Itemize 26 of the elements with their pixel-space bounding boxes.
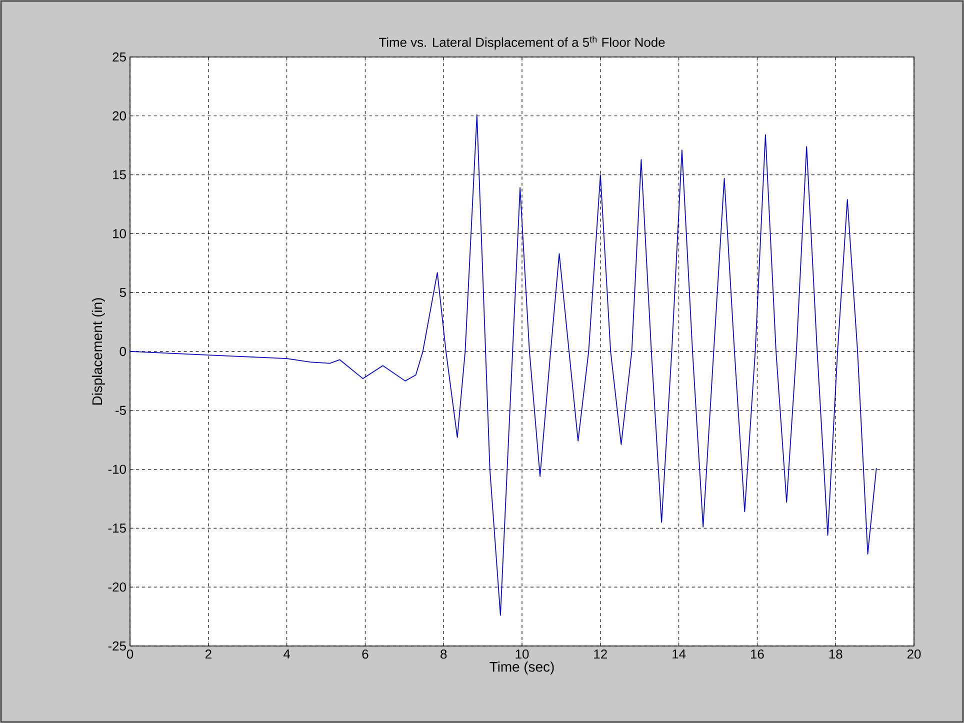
y-tick-label: -25	[108, 641, 126, 651]
line-series	[130, 114, 877, 616]
x-tick-label: 2	[205, 650, 212, 659]
y-tick-label: -20	[108, 582, 126, 592]
x-tick-label: 0	[126, 650, 134, 659]
x-tick-label: 14	[672, 650, 686, 658]
x-tick-label: 4	[284, 650, 290, 658]
x-tick-label: 12	[594, 650, 607, 659]
x-tick-label: 10	[516, 650, 529, 659]
y-axis-title: Displacement (in)	[92, 298, 105, 405]
y-tick-label: -10	[108, 464, 126, 474]
x-tick-label: 8	[440, 650, 447, 659]
y-tick-label: -5	[116, 406, 126, 415]
y-tick-label: 25	[112, 52, 126, 62]
x-tick-label: 6	[362, 650, 368, 659]
x-tick-label: 16	[750, 650, 764, 659]
y-tick-label: -15	[108, 524, 126, 533]
y-tick-label: 5	[120, 288, 126, 298]
y-tick-label: 15	[113, 170, 126, 180]
y-tick-label: 20	[112, 111, 126, 120]
x-tick-label: 18	[829, 650, 842, 659]
y-tick-label: 0	[120, 346, 126, 356]
x-axis-title: Time (sec)	[490, 662, 554, 675]
y-tick-label: 10	[113, 229, 126, 238]
chart-title: Time vs. Lateral Displacement of a 5$^{th}$ Floor Node	[378, 36, 665, 50]
x-tick-label: 20	[907, 650, 921, 659]
